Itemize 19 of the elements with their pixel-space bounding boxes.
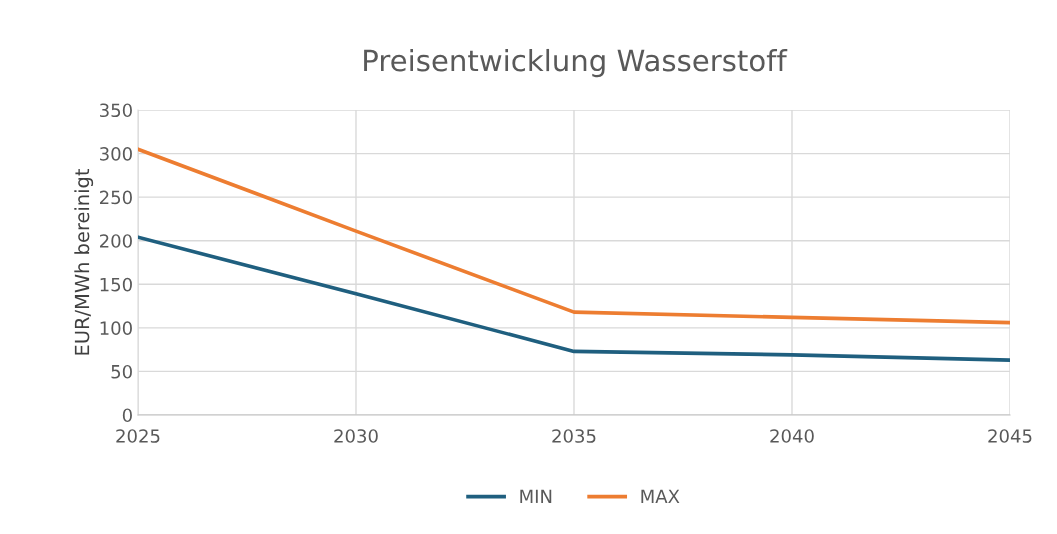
y-tick-label: 350: [100, 103, 132, 118]
line-series: [138, 147, 1010, 325]
y-tick-label: 300: [100, 147, 132, 161]
x-tick-label: 2025: [116, 429, 160, 443]
y-tick-label: 100: [100, 321, 132, 335]
x-tick-label: 2030: [334, 429, 378, 443]
y-tick-label: 250: [100, 190, 132, 205]
chart-title: Preisentwicklung Wasserstoff: [364, 48, 788, 78]
legend-label: MAX: [641, 489, 680, 503]
x-tick-label: 2045: [988, 429, 1032, 443]
legend-label: MIN: [520, 489, 552, 503]
line-series: [138, 235, 1010, 362]
x-tick-label: 2035: [552, 429, 596, 443]
y-tick-label: 150: [100, 277, 132, 292]
x-tick-label: 2040: [770, 429, 814, 443]
y-tick-label: 0: [122, 408, 132, 423]
y-tick-label: 50: [111, 364, 132, 379]
y-axis-title: EUR/MWh bereinigt: [74, 168, 94, 355]
y-tick-label: 200: [100, 234, 132, 248]
